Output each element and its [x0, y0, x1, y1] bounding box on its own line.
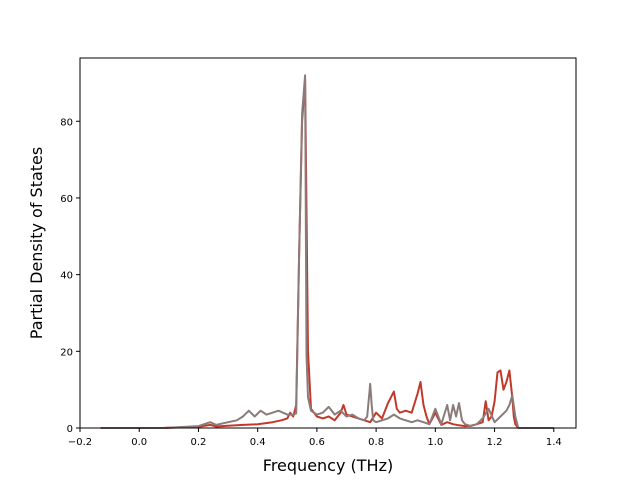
series-line-2: [100, 74, 554, 429]
x-tick-label: 0.4: [250, 437, 266, 448]
x-axis-label: Frequency (THz): [263, 456, 393, 475]
y-tick-label: 40: [60, 271, 73, 282]
x-tick-label: 1.0: [427, 437, 443, 448]
x-tick-label: 0.0: [131, 437, 147, 448]
x-tick-label: 0.2: [190, 437, 206, 448]
y-tick-label: 0: [67, 424, 73, 435]
y-tick-label: 60: [60, 194, 73, 205]
x-ticks: −0.2 0.0 0.2 0.4 0.6 0.8 1.0 1.2 1.4: [68, 428, 562, 448]
x-tick-label: −0.2: [68, 437, 92, 448]
y-axis-label: Partial Density of States: [27, 147, 46, 339]
x-tick-label: 0.6: [309, 437, 325, 448]
y-tick-label: 80: [60, 117, 73, 128]
series-layer: [100, 74, 554, 429]
y-tick-label: 20: [60, 347, 73, 358]
x-tick-label: 0.8: [368, 437, 384, 448]
x-tick-label: 1.4: [546, 437, 562, 448]
plot-frame: [79, 57, 577, 429]
x-tick-label: 1.2: [487, 437, 503, 448]
series-line-1: [100, 78, 554, 429]
y-ticks: 0 20 40 60 80: [60, 117, 80, 435]
